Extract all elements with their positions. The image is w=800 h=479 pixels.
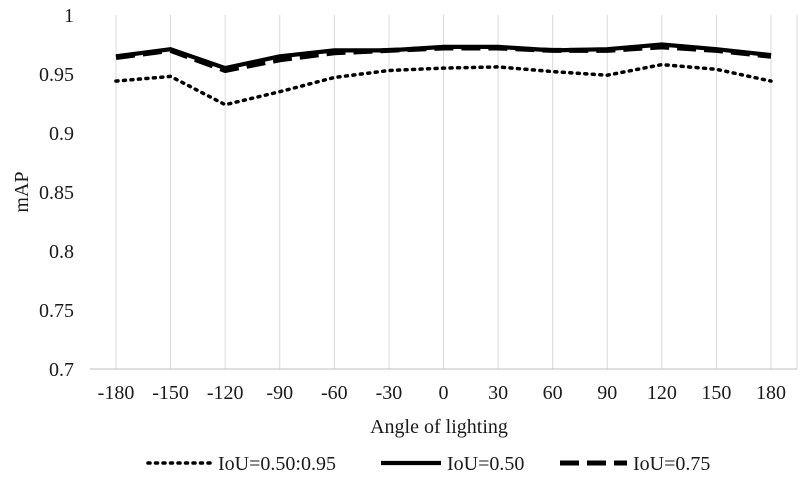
gridlines (90, 15, 798, 370)
legend: IoU=0.50:0.95 IoU=0.50 IoU=0.75 (146, 453, 710, 475)
y-tick-label: 0.7 (49, 359, 74, 381)
x-tick-label: 0 (439, 382, 449, 404)
x-tick-label: 30 (488, 382, 508, 404)
y-tick-label: 0.75 (39, 300, 74, 322)
x-tick-label: -90 (266, 382, 293, 404)
x-tick-label: -150 (152, 382, 189, 404)
y-tick-label: 0.85 (39, 182, 74, 204)
x-tick-label: -60 (321, 382, 348, 404)
y-axis-label: mAP (11, 171, 33, 212)
x-tick-label: -120 (207, 382, 244, 404)
x-tick-label: 90 (597, 382, 617, 404)
legend-label-iou-0-50: IoU=0.50 (447, 453, 524, 475)
y-tick-label: 0.8 (49, 241, 74, 263)
legend-label-iou-0-50-0-95: IoU=0.50:0.95 (218, 453, 336, 475)
x-tick-label: 150 (701, 382, 731, 404)
y-tick-label: 0.95 (39, 64, 74, 86)
x-tick-label: 180 (756, 382, 786, 404)
series-line-iou-0-50-0-95 (114, 62, 773, 107)
x-axis-label: Angle of lighting (370, 416, 508, 438)
x-tick-label: 120 (647, 382, 677, 404)
y-axis-ticks: 0.7 0.75 0.8 0.85 0.9 0.95 1 (39, 5, 74, 381)
x-tick-label: -30 (376, 382, 403, 404)
series-line-iou-0-50 (115, 42, 772, 71)
x-tick-label: 60 (543, 382, 563, 404)
y-tick-label: 1 (64, 5, 74, 27)
x-axis-ticks: -180 -150 -120 -90 -60 -30 0 30 60 90 120 150 180 (98, 382, 786, 404)
x-tick-label: -180 (98, 382, 135, 404)
series-lines (114, 42, 773, 107)
y-tick-label: 0.9 (49, 123, 74, 145)
legend-label-iou-0-75: IoU=0.75 (633, 453, 710, 475)
